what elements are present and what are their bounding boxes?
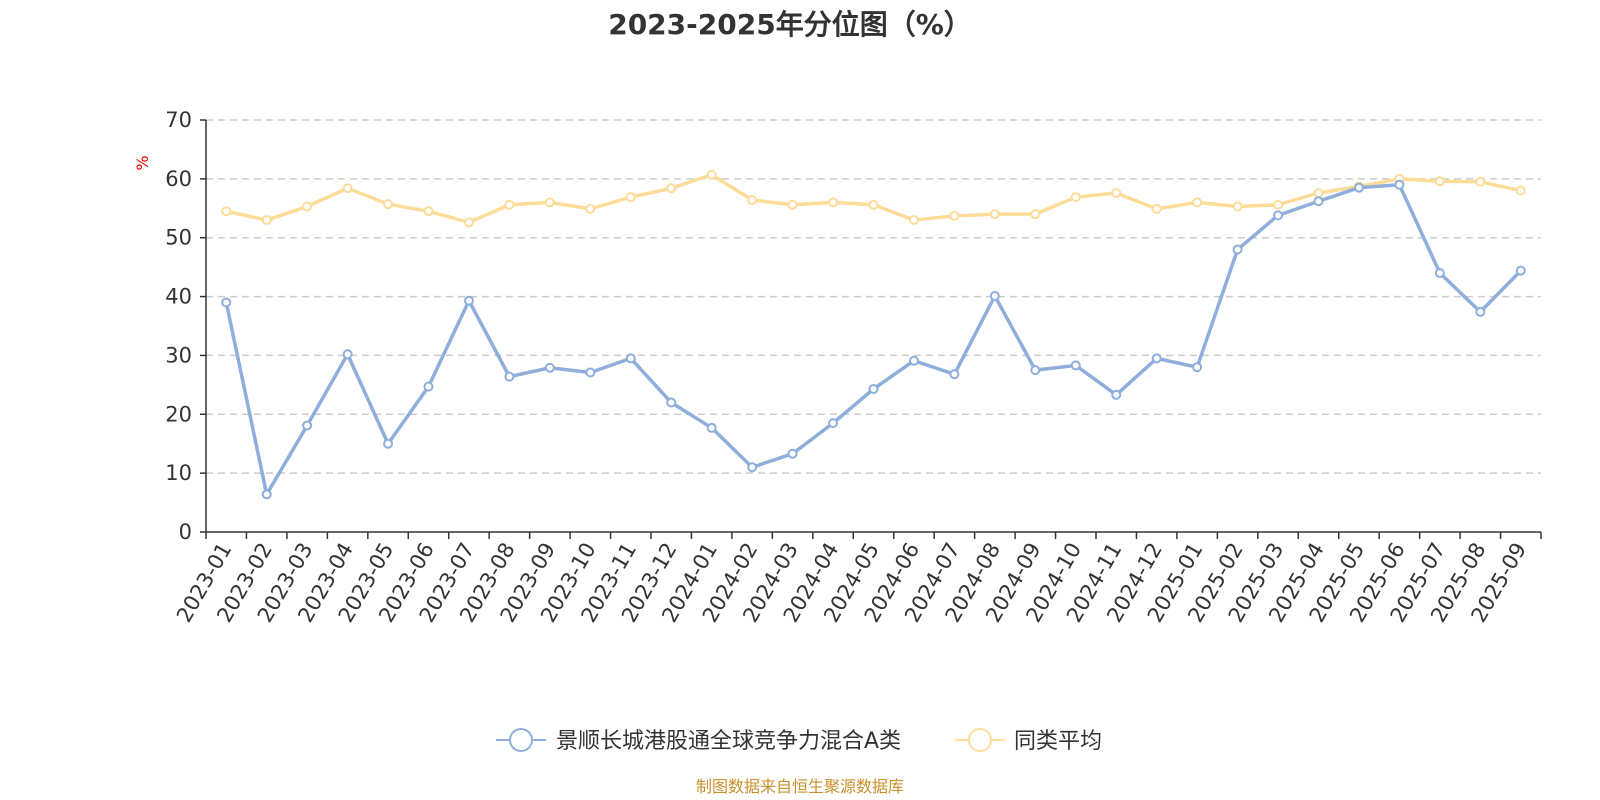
- data-point: [666, 183, 677, 194]
- data-point: [706, 169, 717, 180]
- axes: [200, 119, 1542, 539]
- legend-swatch-marker: [968, 728, 992, 752]
- data-point: [585, 367, 596, 378]
- data-point: [1475, 306, 1486, 317]
- data-point: [1192, 197, 1203, 208]
- legend-label: 同类平均: [1014, 729, 1102, 754]
- data-point: [1313, 196, 1324, 207]
- data-point: [544, 362, 555, 373]
- data-point: [1434, 176, 1445, 187]
- data-point: [706, 422, 717, 433]
- data-point: [625, 192, 636, 203]
- data-point: [787, 448, 798, 459]
- data-point: [1232, 201, 1243, 212]
- data-point: [949, 369, 960, 380]
- data-point: [828, 418, 839, 429]
- y-tick-labels: 0 10 20 30 40 50 60 70: [165, 108, 192, 544]
- data-point: [989, 290, 1000, 301]
- data-point: [1273, 199, 1284, 210]
- y-tick-label: 50: [165, 226, 192, 250]
- data-point: [747, 195, 758, 206]
- data-point: [423, 206, 434, 217]
- data-point: [1515, 185, 1526, 196]
- x-tick-labels: 2023-012023-022023-032023-042023-052023-…: [172, 539, 1531, 627]
- data-point: [1151, 203, 1162, 214]
- data-point: [342, 183, 353, 194]
- y-tick-label: 0: [179, 520, 192, 544]
- y-tick-label: 10: [165, 461, 192, 485]
- data-point: [1232, 244, 1243, 255]
- data-point: [787, 199, 798, 210]
- chart-title: 2023-2025年分位图（%）: [608, 8, 972, 41]
- data-point: [908, 355, 919, 366]
- data-point: [1394, 179, 1405, 190]
- series-lines: [221, 169, 1526, 500]
- data-point: [302, 201, 313, 212]
- data-point: [625, 353, 636, 364]
- data-point: [1434, 268, 1445, 279]
- data-point: [868, 199, 879, 210]
- data-point: [949, 210, 960, 221]
- data-point: [342, 349, 353, 360]
- data-point: [1475, 176, 1486, 187]
- data-point: [544, 197, 555, 208]
- legend: 景顺长城港股通全球竞争力混合A类 同类平均: [496, 728, 1102, 754]
- legend-swatch-marker: [509, 728, 533, 752]
- data-point: [261, 215, 272, 226]
- grid-lines: [206, 119, 1541, 474]
- y-tick-label: 70: [165, 108, 192, 132]
- data-point: [1151, 353, 1162, 364]
- data-point: [1070, 360, 1081, 371]
- y-tick-label: 40: [165, 285, 192, 309]
- series-line-1: [224, 182, 1523, 497]
- data-point: [504, 199, 515, 210]
- y-tick-label: 20: [165, 402, 192, 426]
- data-point: [1111, 187, 1122, 198]
- data-point: [666, 397, 677, 408]
- data-point: [383, 438, 394, 449]
- data-point: [302, 420, 313, 431]
- data-point: [1111, 389, 1122, 400]
- data-point: [1353, 182, 1364, 193]
- data-point: [463, 217, 474, 228]
- data-point: [1313, 187, 1324, 198]
- data-source-note: 制图数据来自恒生聚源数据库: [696, 777, 904, 796]
- data-point: [463, 295, 474, 306]
- y-axis-unit-label: %: [133, 155, 152, 170]
- data-point: [221, 297, 232, 308]
- data-point: [868, 383, 879, 394]
- data-point: [1192, 362, 1203, 373]
- data-point: [747, 462, 758, 473]
- data-point: [1030, 209, 1041, 220]
- data-point: [828, 197, 839, 208]
- y-tick-label: 60: [165, 167, 192, 191]
- legend-label: 景顺长城港股通全球竞争力混合A类: [556, 729, 901, 754]
- data-point: [1070, 192, 1081, 203]
- data-point: [504, 371, 515, 382]
- y-tick-label: 30: [165, 343, 192, 367]
- data-point: [908, 215, 919, 226]
- data-point: [261, 489, 272, 500]
- data-point: [989, 209, 1000, 220]
- data-point: [383, 199, 394, 210]
- data-point: [1515, 265, 1526, 276]
- data-point: [1030, 365, 1041, 376]
- data-point: [1273, 210, 1284, 221]
- data-point: [585, 203, 596, 214]
- data-point: [221, 206, 232, 217]
- data-point: [423, 381, 434, 392]
